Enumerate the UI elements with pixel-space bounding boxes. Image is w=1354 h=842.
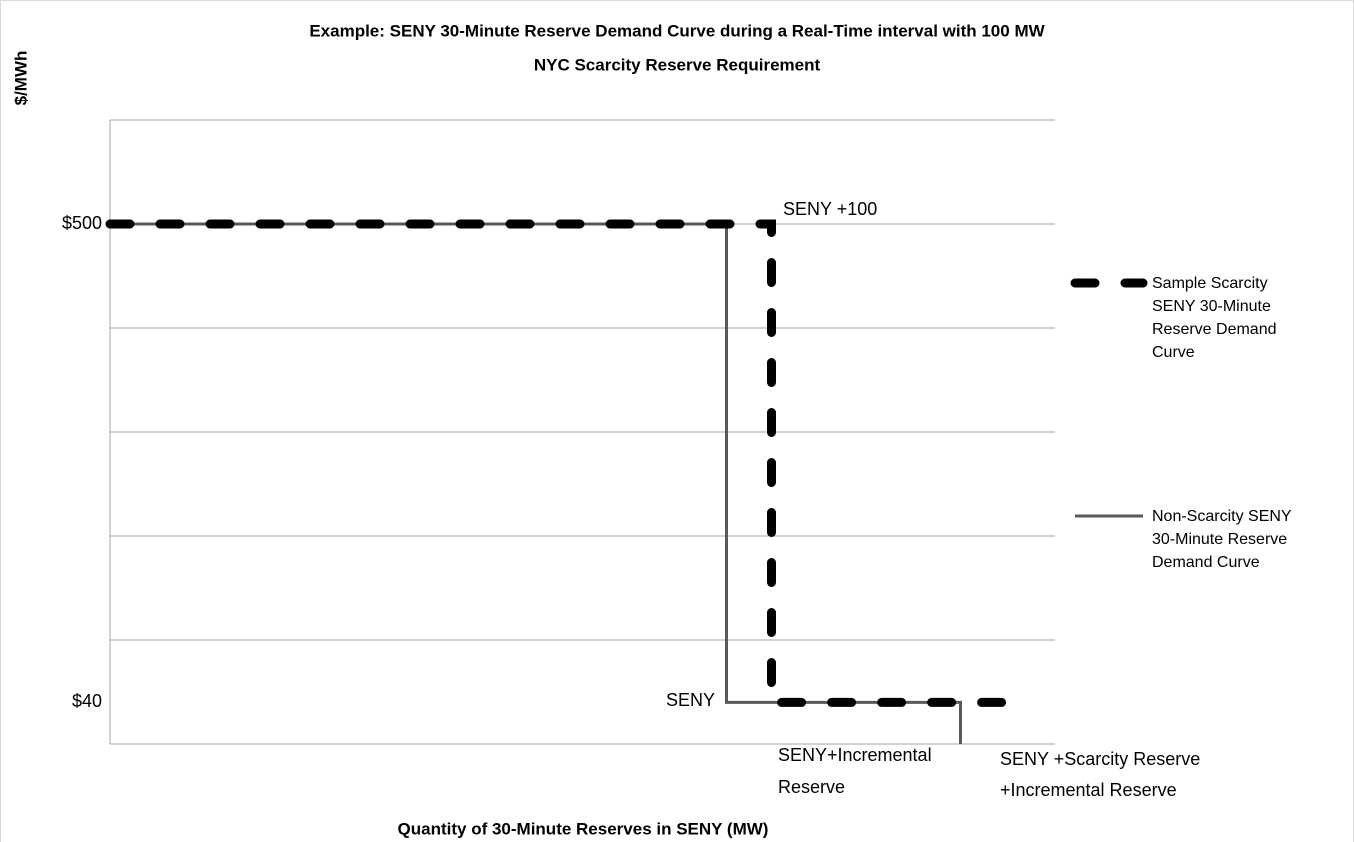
chart-title: Example: SENY 30-Minute Reserve Demand C… <box>309 21 1045 40</box>
annotation: SENY +100 <box>783 199 877 219</box>
legend-label: Non-Scarcity SENY 30-Minute Reserve Dema… <box>1152 508 1292 571</box>
annotation: SENY +Scarcity Reserve <box>1000 749 1200 769</box>
y-tick-label: $40 <box>72 691 102 711</box>
annotation: +Incremental Reserve <box>1000 780 1177 800</box>
curve <box>110 222 962 744</box>
annotation: SENY+Incremental <box>778 745 932 765</box>
annotation: Reserve <box>778 777 845 797</box>
y-axis-label: $/MWh <box>11 51 30 106</box>
x-axis-label: Quantity of 30-Minute Reserves in SENY (… <box>398 819 769 838</box>
curve <box>105 219 1010 728</box>
legend-label: Sample Scarcity SENY 30-Minute Reserve D… <box>1152 275 1277 361</box>
y-tick-label: $500 <box>62 213 102 233</box>
annotation: SENY <box>666 690 715 710</box>
chart-title: NYC Scarcity Reserve Requirement <box>534 55 821 74</box>
